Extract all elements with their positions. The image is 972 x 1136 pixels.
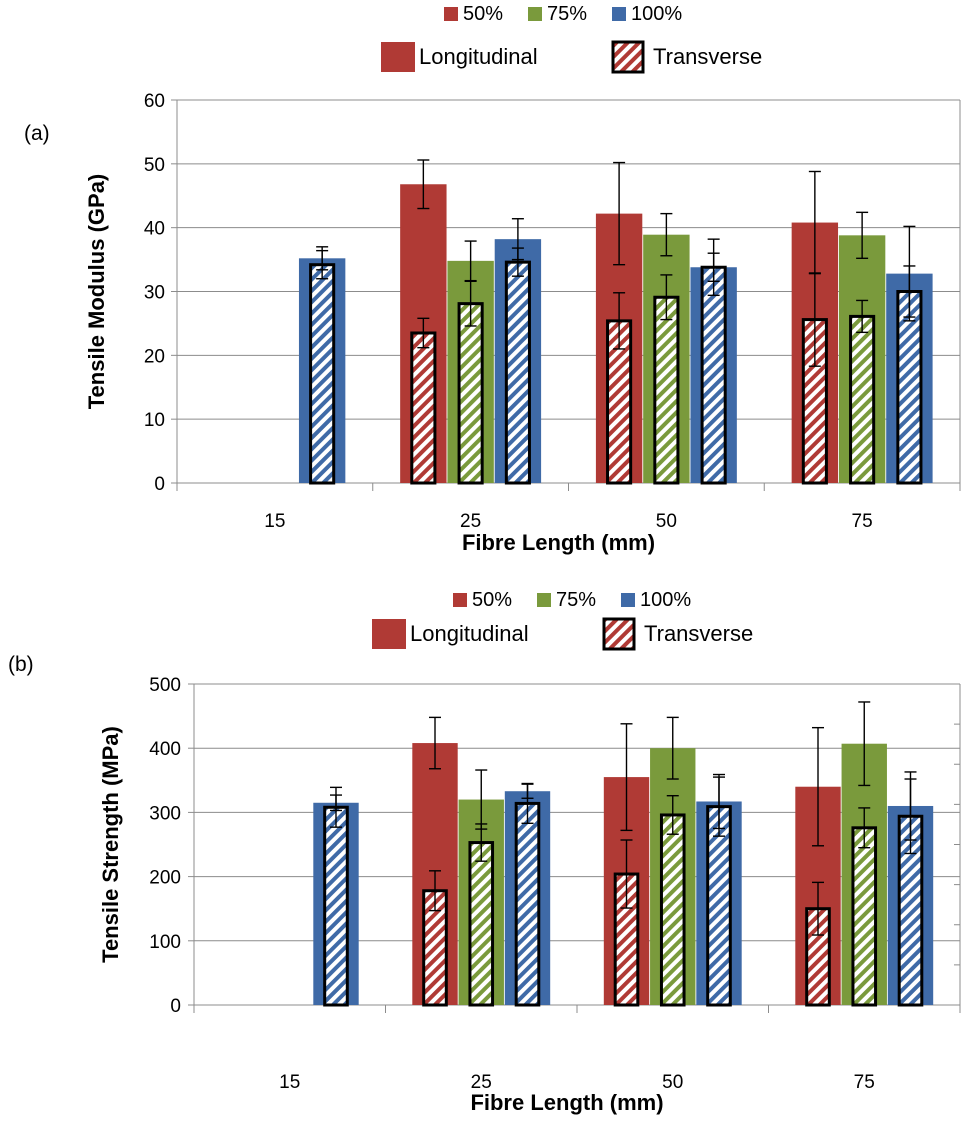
error-bar — [613, 161, 626, 266]
legend-label: 50% — [472, 589, 512, 611]
error-bar — [712, 776, 725, 837]
error-bar — [521, 782, 534, 825]
legend-label: Longitudinal — [410, 621, 529, 646]
bar-transverse-75pct-50 — [659, 813, 686, 1007]
error-bar — [511, 247, 524, 277]
legend-label: Transverse — [653, 44, 762, 69]
panel-label: (a) — [24, 122, 50, 145]
error-bar — [666, 716, 679, 780]
y-tick-label: 20 — [144, 346, 165, 367]
error-bar — [903, 265, 916, 318]
y-axis-title: Tensile Strength (MPa) — [98, 726, 123, 963]
legend-swatch-100pct — [621, 593, 635, 607]
error-bar — [856, 211, 869, 260]
legend-swatch-transverse — [611, 40, 645, 74]
error-bar — [417, 317, 430, 349]
legend-label: Longitudinal — [419, 44, 538, 69]
y-tick-label: 300 — [149, 803, 181, 824]
error-bar — [464, 280, 477, 327]
bar-transverse-100pct-25 — [514, 801, 541, 1007]
error-bar — [329, 786, 342, 828]
legend-swatch-100pct — [612, 7, 626, 21]
bar-transverse-100pct-25 — [504, 260, 531, 485]
error-bar — [660, 274, 673, 321]
error-bar — [429, 870, 442, 912]
error-bar — [613, 292, 626, 350]
x-tick-label: 15 — [279, 1072, 300, 1093]
chart-panel-1: (b) 0 100 200 300 400 500 15 25 50 75 Fibre Length … — [8, 589, 961, 1115]
legend-label: 100% — [640, 589, 691, 611]
bar-transverse-100pct-15 — [323, 805, 349, 1007]
legend-swatch-75pct — [528, 7, 542, 21]
legend: 50% 75% 100% Longitudinal Transverse — [372, 589, 753, 651]
y-tick-label: 0 — [154, 474, 165, 495]
x-axis-title: Fibre Length (mm) — [462, 530, 655, 555]
x-tick-label: 50 — [662, 1072, 683, 1093]
error-bar — [812, 726, 825, 847]
x-tick-label: 25 — [471, 1072, 492, 1093]
legend-swatch-75pct — [537, 593, 551, 607]
bar-transverse-75pct-75 — [851, 826, 878, 1007]
bar-transverse-75pct-50 — [653, 295, 680, 485]
y-tick-label: 0 — [170, 996, 181, 1017]
y-tick-label: 100 — [149, 932, 181, 953]
y-tick-label: 60 — [144, 91, 165, 112]
legend-swatch-longitudinal — [372, 619, 406, 649]
bar-transverse-75pct-25 — [468, 841, 495, 1007]
error-bar — [417, 159, 430, 210]
legend-swatch-transverse — [602, 617, 636, 651]
y-tick-label: 500 — [149, 675, 181, 696]
x-tick-label: 75 — [852, 511, 873, 532]
x-tick-label: 75 — [854, 1072, 875, 1093]
legend-label: 75% — [556, 589, 596, 611]
x-tick-label: 15 — [264, 511, 285, 532]
y-axis-title: Tensile Modulus (GPa) — [84, 174, 109, 410]
error-bar — [475, 823, 488, 862]
legend-swatch-50pct — [453, 593, 467, 607]
legend-swatch-longitudinal — [381, 42, 415, 72]
y-tick-label: 200 — [149, 868, 181, 889]
y-tick-label: 40 — [144, 219, 165, 240]
error-bar — [660, 212, 673, 257]
legend-label: 100% — [631, 3, 682, 25]
x-tick-label: 50 — [656, 511, 677, 532]
bar-transverse-75pct-25 — [457, 302, 484, 485]
legend-label: 50% — [463, 3, 503, 25]
error-bar — [620, 839, 633, 909]
x-tick-label: 25 — [460, 511, 481, 532]
bar-transverse-75pct-75 — [849, 314, 876, 485]
error-bar — [858, 807, 871, 849]
bar-transverse-50pct-25 — [410, 331, 437, 485]
error-bar — [620, 723, 633, 832]
bar-transverse-100pct-15 — [309, 263, 336, 485]
error-bar — [808, 272, 821, 367]
bar-transverse-100pct-50 — [700, 265, 727, 485]
panel-label: (b) — [8, 653, 34, 676]
error-bar — [666, 795, 679, 835]
error-bar — [858, 701, 871, 787]
legend-label: Transverse — [644, 621, 753, 646]
error-bar — [429, 716, 442, 770]
error-bar — [856, 299, 869, 334]
x-axis-title: Fibre Length (mm) — [470, 1090, 663, 1115]
error-bar — [316, 249, 329, 280]
legend-label: 75% — [547, 3, 587, 25]
legend: 50% 75% 100% Longitudinal Transverse — [381, 3, 762, 74]
error-bar — [812, 881, 825, 936]
error-bar — [904, 778, 917, 855]
y-tick-label: 30 — [144, 283, 165, 304]
y-tick-label: 10 — [144, 410, 165, 431]
chart-panel-0: (a) 0 10 20 30 40 50 60 15 25 50 75 Fibre Length (mm… — [24, 3, 961, 555]
legend-swatch-50pct — [444, 7, 458, 21]
y-tick-label: 50 — [144, 155, 165, 176]
y-tick-label: 400 — [149, 739, 181, 760]
error-bar — [707, 252, 720, 282]
